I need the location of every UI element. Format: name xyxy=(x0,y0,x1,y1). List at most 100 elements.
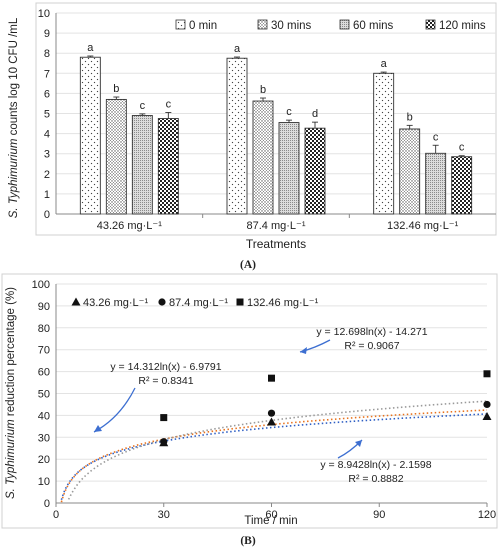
annotation-87-line2: R² = 0.8882 xyxy=(348,473,403,485)
significance-letter: a xyxy=(381,58,388,70)
panel-a-x-tick-label: 132.46 mg·L⁻¹ xyxy=(387,220,459,232)
panel-b-x-tick-label: 90 xyxy=(373,509,385,521)
bar xyxy=(399,128,421,215)
significance-letter: c xyxy=(166,98,172,110)
data-point xyxy=(267,409,276,417)
panel-a-y-tick-label: 2 xyxy=(44,169,50,181)
legend-marker xyxy=(71,297,81,306)
panel-b-frame xyxy=(1,273,498,529)
panel-b-y-tick-label: 60 xyxy=(38,367,50,379)
panel-b-points xyxy=(159,370,492,447)
panel-b-gridlines xyxy=(56,283,487,482)
legend-label: 0 min xyxy=(189,20,217,32)
legend-swatch xyxy=(175,19,186,30)
legend-label: 132.46 mg·L⁻¹ xyxy=(247,297,319,309)
panel-a-x-ticks: 43.26 mg·L⁻¹ 87.4 mg·L⁻¹ 132.46 mg·L⁻¹ xyxy=(97,214,459,232)
panel-a-x-tick-label: 43.26 mg·L⁻¹ xyxy=(97,220,162,232)
annotation-arrow-lower-head xyxy=(355,440,362,447)
annotation-43-line1-alt: y = 14.312ln(x) - 6.9791 xyxy=(110,361,221,373)
data-point xyxy=(267,417,276,426)
panel-b: 0 10 20 30 40 50 60 70 80 90 100 0 30 60 90 120 43.26 … xyxy=(1,273,498,547)
data-point xyxy=(483,370,491,378)
panel-b-y-tick-label: 100 xyxy=(32,279,50,291)
data-point xyxy=(160,414,168,422)
legend-swatch xyxy=(257,19,268,30)
panel-b-y-tick-label: 20 xyxy=(38,454,50,466)
panel-b-x-tick-label: 60 xyxy=(265,509,277,521)
panel-a-y-tick-label: 7 xyxy=(44,68,50,80)
bar xyxy=(451,156,473,215)
annotation-87-line1: y = 8.9428ln(x) - 2.1598 xyxy=(320,459,431,471)
annotation-132-line2: R² = 0.9067 xyxy=(344,340,399,352)
panel-b-x-tick-label: 30 xyxy=(158,509,170,521)
annotation-43-line2-alt: R² = 0.8341 xyxy=(138,375,193,387)
panel-b-x-label: Time / min xyxy=(244,515,297,527)
legend-label: 30 mins xyxy=(271,20,312,32)
panel-a-y-label: S. Typhimurium counts log 10 CFU /mL xyxy=(8,17,20,218)
bar xyxy=(425,152,447,215)
panel-b-y-tick-label: 90 xyxy=(38,301,50,313)
significance-letter: a xyxy=(234,43,241,55)
panel-a-y-tick-label: 10 xyxy=(38,8,50,20)
significance-letter: c xyxy=(286,106,292,118)
significance-letter: c xyxy=(459,142,465,154)
legend-label: 43.26 mg·L⁻¹ xyxy=(83,297,148,309)
legend-label: 87.4 mg·L⁻¹ xyxy=(169,297,228,309)
panel-b-x-ticks: 0 30 60 90 120 xyxy=(53,503,496,521)
panel-a-y-tick-label: 5 xyxy=(44,109,50,121)
bar xyxy=(278,122,300,215)
panel-b-y-tick-label: 10 xyxy=(38,476,50,488)
significance-letter: d xyxy=(312,108,318,120)
panel-b-caption: (B) xyxy=(240,535,256,547)
panel-a-bars: a b c c a b c d a b c c xyxy=(79,42,473,215)
legend-swatch xyxy=(425,19,436,30)
panel-a-y-tick-label: 1 xyxy=(44,189,50,201)
panel-b-annotations: y = 12.698ln(x) - 14.271 R² = 0.9067 y =… xyxy=(93,326,432,485)
legend-marker xyxy=(158,298,166,306)
panel-b-trendlines xyxy=(60,400,488,503)
panel-b-y-tick-label: 0 xyxy=(44,498,50,510)
bar xyxy=(105,98,127,215)
panel-a-gridlines xyxy=(56,12,496,195)
panel-a-x-label: Treatments xyxy=(246,237,306,251)
panel-b-y-tick-label: 70 xyxy=(38,345,50,357)
annotation-132-line1: y = 12.698ln(x) - 14.271 xyxy=(316,326,427,338)
panel-b-y-tick-label: 30 xyxy=(38,432,50,444)
significance-letter: b xyxy=(260,84,266,96)
panel-b-y-tick-label: 50 xyxy=(38,389,50,401)
significance-letter: c xyxy=(433,131,439,143)
legend-marker xyxy=(236,298,244,306)
bar xyxy=(157,118,179,215)
bar xyxy=(252,100,274,215)
legend-swatch xyxy=(339,19,350,30)
data-point xyxy=(483,400,491,409)
panel-a-x-tick-label: 87.4 mg·L⁻¹ xyxy=(247,220,306,232)
panel-a-caption: (A) xyxy=(240,259,256,271)
bar xyxy=(79,56,101,215)
panel-a-y-tick-label: 0 xyxy=(44,209,50,221)
significance-letter: c xyxy=(140,100,146,112)
significance-letter: b xyxy=(113,83,119,95)
panel-b-x-tick-label: 0 xyxy=(53,509,59,521)
legend-label: 120 mins xyxy=(439,20,486,32)
data-point xyxy=(160,438,168,446)
panel-a-y-tick-label: 6 xyxy=(44,88,50,100)
trendline xyxy=(60,413,487,501)
panel-b-y-tick-label: 40 xyxy=(38,410,50,422)
panel-b-y-tick-label: 80 xyxy=(38,323,50,335)
bar xyxy=(131,115,153,215)
panel-a-y-ticks: 0 1 2 3 4 5 6 7 8 9 10 xyxy=(38,8,50,221)
panel-a: 0 1 2 3 4 5 6 7 8 9 10 a b c c a b c d a b c c 43.26 mg·L⁻¹ 87… xyxy=(8,2,497,271)
data-point xyxy=(268,374,275,382)
annotation-arrow-upper-head xyxy=(300,347,307,354)
panel-b-y-ticks: 0 10 20 30 40 50 60 70 80 90 100 xyxy=(32,279,50,510)
bar xyxy=(304,127,326,215)
panel-b-y-label: S. Typhimurium reduction percentage (%) xyxy=(5,287,17,499)
legend-label: 60 mins xyxy=(353,20,394,32)
panel-a-legend: 0 min 30 mins 60 mins 120 mins xyxy=(175,19,486,32)
panel-a-frame xyxy=(35,2,497,236)
panel-a-y-tick-label: 9 xyxy=(44,28,50,40)
bar xyxy=(373,72,395,215)
panel-b-x-tick-label: 120 xyxy=(478,509,496,521)
